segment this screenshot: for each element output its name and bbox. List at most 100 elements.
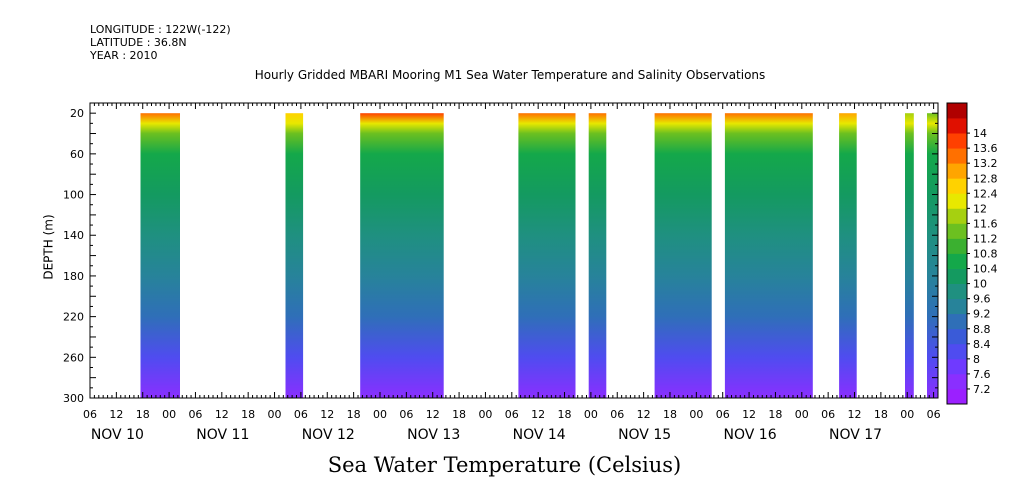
longitude-label: LONGITUDE : 122W(-122) [90,23,231,36]
day-label: NOV 11 [196,427,249,443]
x-tick-label: 18 [241,408,255,421]
axes-layer: 20 60 100 140 180 220 260 300 06 12 18 00 06 12 18 00 06… [63,102,941,443]
colorbar-swatch [947,148,967,164]
colorbar-label: 11.6 [973,217,998,230]
colorbar-swatch [947,343,967,360]
colorbar-swatch [947,238,967,254]
colorbar-swatch [947,268,967,284]
data-segment [654,113,712,398]
colorbar-label: 12.8 [973,172,998,185]
colorbar-swatch [947,103,967,119]
x-tick-label: 06 [927,408,941,421]
x-tick-label: 18 [874,408,888,421]
x-tick-label: 12 [848,408,862,421]
x-tick-label: 00 [584,408,598,421]
x-tick-label: 18 [768,408,782,421]
colorbar-swatch [947,388,967,405]
y-tick-label: 260 [63,351,84,364]
colorbar-label: 14 [973,127,987,140]
colorbar-label: 10.4 [973,263,998,276]
colorbar-label: 12.4 [973,187,998,200]
x-tick-label: 12 [109,408,123,421]
data-segment [285,113,304,398]
latitude-label: LATITUDE : 36.8N [90,36,187,49]
y-tick-label: 20 [70,107,84,120]
colorbar-label: 8.4 [973,338,991,351]
colorbar-label: 10 [973,278,987,291]
data-segment [360,113,444,398]
y-tick-label: 300 [63,392,84,405]
x-tick-label: 06 [188,408,202,421]
day-label: NOV 13 [407,427,460,443]
x-tick-label: 12 [531,408,545,421]
x-tick-label: 06 [821,408,835,421]
x-tick-label: 18 [136,408,150,421]
x-tick-label: 12 [320,408,334,421]
y-tick-label: 60 [70,148,84,161]
x-tick-label: 06 [716,408,730,421]
colorbar-layer: 7.2 7.6 8 8.4 8.8 9.2 9.6 10 10.4 10.8 11.2 11.6 12 1… [946,102,998,405]
colorbar-swatch [947,283,967,300]
data-segment [518,113,576,398]
plot-frame [89,102,939,399]
x-tick-label: 00 [795,408,809,421]
y-tick-label: 140 [63,229,84,242]
day-label: NOV 15 [618,427,671,443]
x-tick-label: 00 [162,408,176,421]
colorbar-label: 12 [973,202,987,215]
colorbar-swatch [947,373,967,390]
day-label: NOV 10 [91,427,144,443]
data-segment [724,113,813,398]
colorbar-label: 8 [973,353,980,366]
x-tick-label: 12 [215,408,229,421]
x-tick-label: 00 [373,408,387,421]
colorbar-label: 13.6 [973,142,998,155]
x-tick-label: 06 [610,408,624,421]
data-segment [905,113,914,398]
colorbar-swatch [947,133,967,149]
colorbar-label: 13.2 [973,157,998,170]
day-label: NOV 17 [829,427,882,443]
day-label: NOV 12 [302,427,355,443]
colorbar-label: 11.2 [973,232,998,245]
x-tick-label: 06 [83,408,97,421]
colorbar-swatch [947,358,967,375]
colorbar-swatch [947,118,967,134]
colorbar-swatch [947,328,967,345]
segments-layer [140,113,938,398]
chart-title: Hourly Gridded MBARI Mooring M1 Sea Wate… [254,68,766,82]
colorbar-swatch [947,298,967,315]
colorbar-swatch [947,178,967,194]
x-tick-label: 06 [399,408,413,421]
colorbar-swatch [947,223,967,239]
colorbar-label: 7.2 [973,383,991,396]
colorbar-swatch [947,193,967,209]
x-tick-label: 18 [558,408,572,421]
x-tick-label: 12 [742,408,756,421]
colorbar-swatch [947,163,967,179]
y-tick-label: 220 [63,311,84,324]
year-label: YEAR : 2010 [90,49,158,62]
colorbar-label: 7.6 [973,368,991,381]
colorbar-swatch [947,208,967,224]
colorbar-label: 9.2 [973,308,991,321]
x-tick-label: 06 [294,408,308,421]
colorbar-label: 10.8 [973,248,998,261]
day-label: NOV 14 [513,427,566,443]
x-tick-label: 00 [689,408,703,421]
y-tick-label: 180 [63,270,84,283]
day-label: NOV 16 [724,427,777,443]
x-tick-label: 00 [268,408,282,421]
x-tick-label: 00 [900,408,914,421]
data-segment [140,113,180,398]
colorbar-swatch [947,253,967,269]
colorbar-swatch [947,313,967,330]
colorbar-label: 8.8 [973,323,991,336]
colorbar-label: 9.6 [973,293,991,306]
x-axis-title: Sea Water Temperature (Celsius) [327,453,682,477]
data-segment [588,113,607,398]
y-tick-label: 100 [63,189,84,202]
x-tick-label: 12 [426,408,440,421]
x-tick-label: 06 [505,408,519,421]
